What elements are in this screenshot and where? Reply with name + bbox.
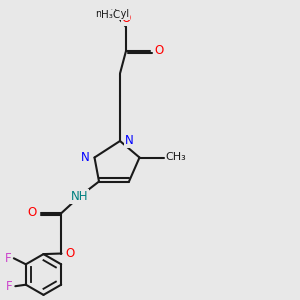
Text: methyl: methyl [95, 9, 130, 20]
Text: F: F [4, 252, 11, 265]
Text: N: N [81, 151, 90, 164]
Text: N: N [124, 134, 133, 148]
Text: H₃C: H₃C [101, 10, 121, 20]
Text: CH₃: CH₃ [165, 152, 186, 163]
Text: O: O [122, 12, 130, 26]
Text: O: O [154, 44, 164, 58]
Text: O: O [66, 247, 75, 260]
Text: F: F [6, 280, 13, 293]
Text: NH: NH [71, 190, 88, 203]
Text: O: O [27, 206, 36, 220]
